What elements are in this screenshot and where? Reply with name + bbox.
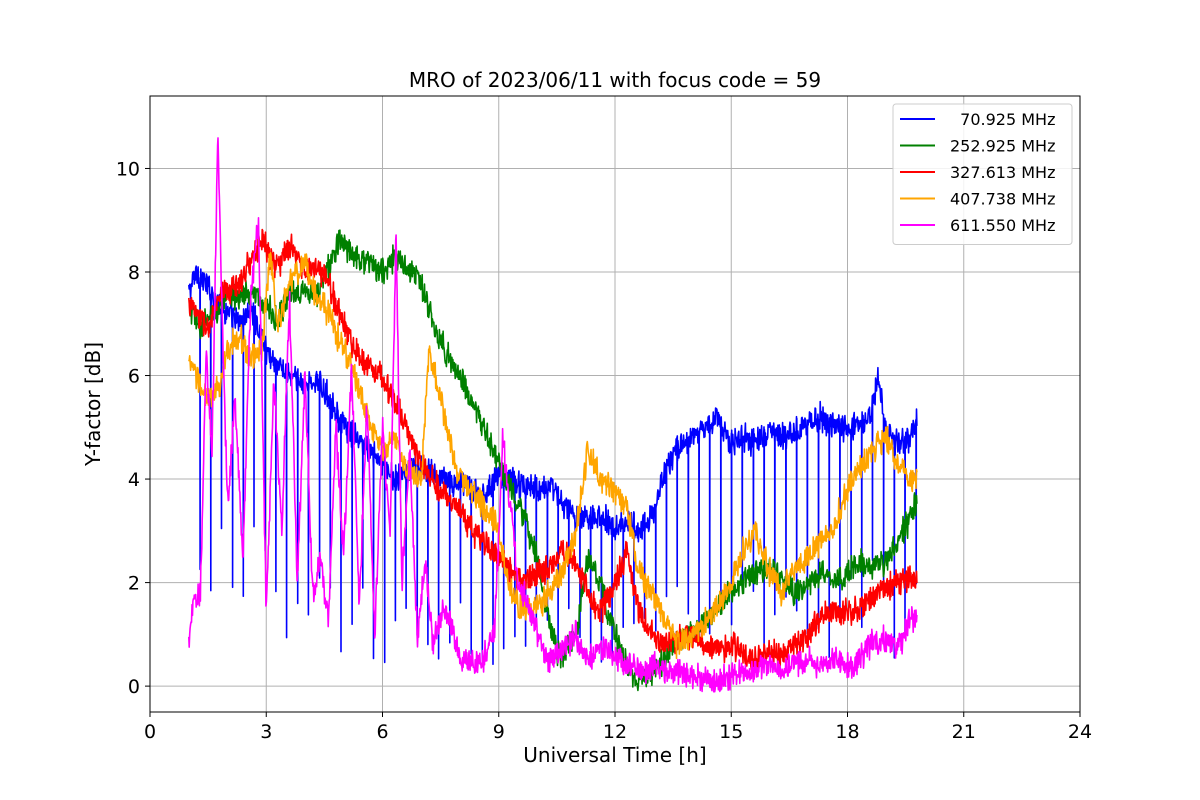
x-axis-label: Universal Time [h] [523,743,706,767]
legend-label: 327.613 MHz [950,163,1055,182]
y-tick-label: 4 [128,469,140,491]
x-tick-label: 9 [493,721,505,743]
y-tick-label: 8 [128,262,140,284]
y-tick-label: 2 [128,573,140,595]
x-axis: 0 3 6 9 12 15 18 21 24 [144,712,1092,743]
x-tick-label: 0 [144,721,156,743]
series-layer [188,137,918,693]
legend: 70.925 MHz 252.925 MHz 327.613 MHz 407.738 … [892,103,1073,245]
series-line [188,229,918,692]
legend-label: 70.925 MHz [950,110,1055,129]
y-axis-label: Y-factor [dB] [81,342,105,467]
x-tick-label: 24 [1068,721,1092,743]
x-tick-label: 15 [719,721,743,743]
chart-title: MRO of 2023/06/11 with focus code = 59 [409,68,821,92]
legend-label: 252.925 MHz [950,137,1055,156]
y-tick-label: 6 [128,366,140,388]
series-line [188,265,918,667]
legend-label: 407.738 MHz [950,190,1055,209]
x-tick-label: 3 [260,721,272,743]
y-tick-label: 0 [128,676,140,698]
x-tick-label: 6 [376,721,388,743]
series-line [188,137,918,693]
legend-box [892,103,1073,245]
x-tick-label: 18 [835,721,859,743]
x-tick-label: 21 [952,721,976,743]
y-axis: 0 2 4 6 8 10 [116,158,150,698]
series-line [188,252,918,660]
y-tick-label: 10 [116,158,140,180]
x-tick-label: 12 [603,721,627,743]
legend-label: 611.550 MHz [950,216,1055,235]
